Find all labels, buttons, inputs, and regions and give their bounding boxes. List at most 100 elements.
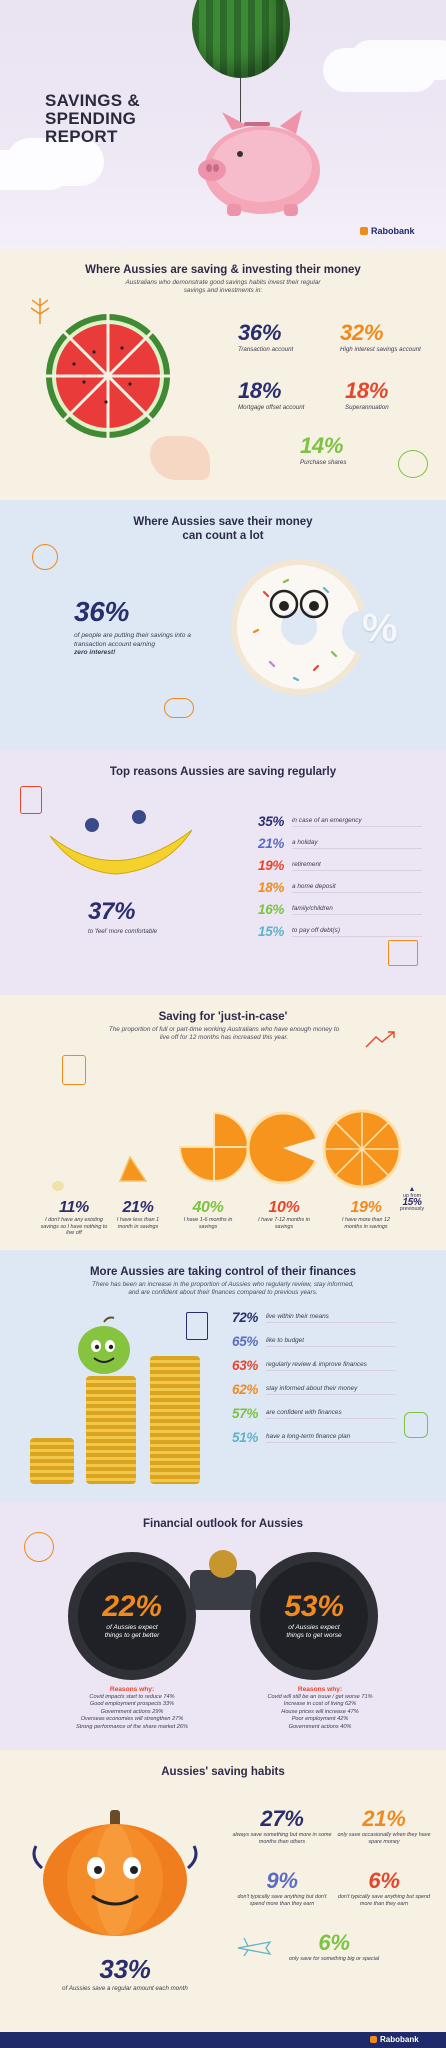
plant-doodle-icon [22, 292, 58, 326]
invest-item-2: 18% Mortgage offset account [238, 378, 338, 412]
jic-label-2: I have 1-6 months in savings [183, 1217, 233, 1230]
outlook-better-value: 22% [102, 1590, 162, 1623]
jic-label-1: I have less than 1 month in savings [116, 1217, 160, 1230]
jic-value-1: 21% [122, 1199, 154, 1216]
reason-label-5: to pay off debt(s) [292, 927, 422, 937]
blueberry-eye-right [132, 810, 146, 824]
footer-bar: Rabobank [0, 2032, 446, 2048]
up-from-note: ▲ up from 15% previously [390, 1186, 434, 1213]
invest-item-4: 14% Purchase shares [300, 433, 380, 467]
habits-main-value: 33% [99, 1954, 151, 1984]
up-from-prefix: up from [402, 1193, 422, 1199]
habit-value-1: 21% [362, 1806, 406, 1831]
jic-item-4: 19% I have more than 12 months in saving… [338, 1199, 394, 1230]
thumbs-up-doodle-icon [404, 1412, 428, 1438]
better-reason-4: Strong performance of the share market 2… [76, 1723, 188, 1730]
outlook-worse-text: of Aussies expect things to get worse [286, 1624, 342, 1639]
saving-investing-heading: Where Aussies are saving & investing the… [85, 264, 361, 276]
control-section: More Aussies are taking control of their… [0, 1250, 446, 1502]
orange-quarter-icon [178, 1111, 250, 1183]
jic-label-4: I have more than 12 months in savings [342, 1217, 390, 1230]
count-text: of people are putting their savings into… [74, 632, 191, 648]
better-reasons: Reasons why: Covid impacts start to redu… [62, 1686, 202, 1732]
orange-whole-icon [322, 1109, 402, 1189]
jic-item-3: 10% I have 7-12 months in savings [256, 1199, 312, 1230]
control-row-2: 63% regularly review & improve finances [232, 1358, 396, 1373]
invest-label-4: Purchase shares [300, 459, 347, 466]
control-label-5: have a long-term finance plan [266, 1433, 396, 1443]
count-emphasis: zero interest! [74, 649, 116, 656]
cloud-right [350, 40, 446, 80]
watermelon-slices-icon [44, 312, 172, 440]
blueberry-eye-left [85, 818, 99, 832]
better-reason-1: Good employment prospects 33% [89, 1701, 175, 1708]
count-heading-line-1: Where Aussies save their money [133, 516, 313, 528]
control-value-4: 57% [232, 1406, 259, 1421]
up-from-arrow-icon: ▲ [408, 1186, 416, 1193]
jic-label-0: I don't have any existing savings so I h… [40, 1217, 108, 1237]
invest-value-2: 18% [238, 378, 282, 403]
outlook-section: Financial outlook for Aussies 22% of Aus… [0, 1502, 446, 1750]
habits-main-label: of Aussies save a regular amount each mo… [62, 1985, 188, 1992]
habit-label-3: don't typically save anything but spend … [337, 1894, 431, 1907]
invest-item-3: 18% Superannuation [345, 378, 435, 412]
reason-label-2: retirement [292, 861, 422, 871]
jic-value-4: 19% [350, 1199, 382, 1216]
reason-label-4: family/children [292, 905, 422, 915]
invest-value-1: 32% [340, 320, 384, 345]
reason-value-1: 21% [258, 836, 285, 851]
control-row-0: 72% live within their means [232, 1310, 396, 1325]
rabobank-mark-icon [360, 227, 368, 235]
title-line-1: SAVINGS & [45, 91, 140, 110]
banana-smile-icon [46, 826, 196, 886]
donut-icon [224, 552, 386, 702]
habit-value-0: 27% [260, 1806, 304, 1831]
control-value-1: 65% [232, 1334, 259, 1349]
habits-section: Aussies' saving habits 33% of Aussies sa… [0, 1750, 446, 2032]
jic-item-2: 40% I have 1-6 months in savings [180, 1199, 236, 1230]
habit-label-4: only save for something big or special [288, 1956, 380, 1962]
apple-icon [74, 1316, 134, 1376]
reason-row-4: 16% family/children [258, 902, 422, 917]
habit-value-3: 6% [368, 1868, 400, 1893]
invest-label-1: High interest savings account [340, 346, 421, 353]
control-value-3: 62% [232, 1382, 259, 1397]
habit-item-1: 21% only save occasionally when they hav… [336, 1806, 432, 1845]
saving-investing-subheading: Australians who demonstrate good savings… [125, 279, 321, 294]
control-value-0: 72% [232, 1310, 259, 1325]
better-reasons-heading: Reasons why: [109, 1686, 155, 1693]
calculator-doodle-icon [62, 1055, 86, 1085]
control-row-3: 62% stay informed about their money [232, 1382, 396, 1397]
control-value-2: 63% [232, 1358, 259, 1373]
footer-rabobank-mark-icon [370, 2036, 377, 2043]
habit-item-3: 6% don't typically save anything but spe… [336, 1868, 432, 1907]
up-from-value: 15% [402, 1196, 422, 1208]
reason-value-2: 19% [258, 858, 285, 873]
cloud-left [0, 150, 70, 190]
trend-arrow-icon [364, 1029, 398, 1049]
habit-item-4: 6% only save for something big or specia… [284, 1930, 384, 1963]
habit-value-4: 6% [318, 1930, 350, 1955]
rabobank-brand-text: Rabobank [371, 226, 415, 236]
habits-main-stat: 33% of Aussies save a regular amount eac… [40, 1954, 210, 1993]
up-from-suffix: previously [399, 1206, 425, 1213]
donut-percent-symbol: % [362, 606, 398, 650]
invest-item-1: 32% High interest savings account [340, 320, 440, 354]
habit-item-2: 9% don't typically save anything but don… [232, 1868, 332, 1907]
header-section: SAVINGS & SPENDING REPORT Rabobank [0, 0, 446, 250]
jic-value-0: 11% [59, 1199, 89, 1216]
habit-label-0: always save something but more in some m… [232, 1832, 332, 1845]
jic-label-3: I have 7-12 months in savings [258, 1217, 310, 1230]
checklist-doodle-icon [186, 1312, 208, 1340]
crumb-icon [52, 1181, 64, 1191]
count-heading-line-2: can count a lot [182, 530, 264, 542]
worse-reason-0: Covid will still be an issue / get worse… [267, 1693, 373, 1700]
jic-item-1: 21% I have less than 1 month in savings [110, 1199, 166, 1230]
reasons-main-stat: 37% to 'feel' more comfortable [88, 898, 218, 936]
jic-value-3: 10% [268, 1199, 300, 1216]
footer-brand-text: Rabobank [380, 2035, 419, 2044]
habit-item-0: 27% always save something but more in so… [232, 1806, 332, 1845]
control-row-4: 57% are confident with finances [232, 1406, 396, 1421]
reason-value-5: 15% [258, 924, 285, 939]
coin-doodle-icon [32, 544, 58, 570]
